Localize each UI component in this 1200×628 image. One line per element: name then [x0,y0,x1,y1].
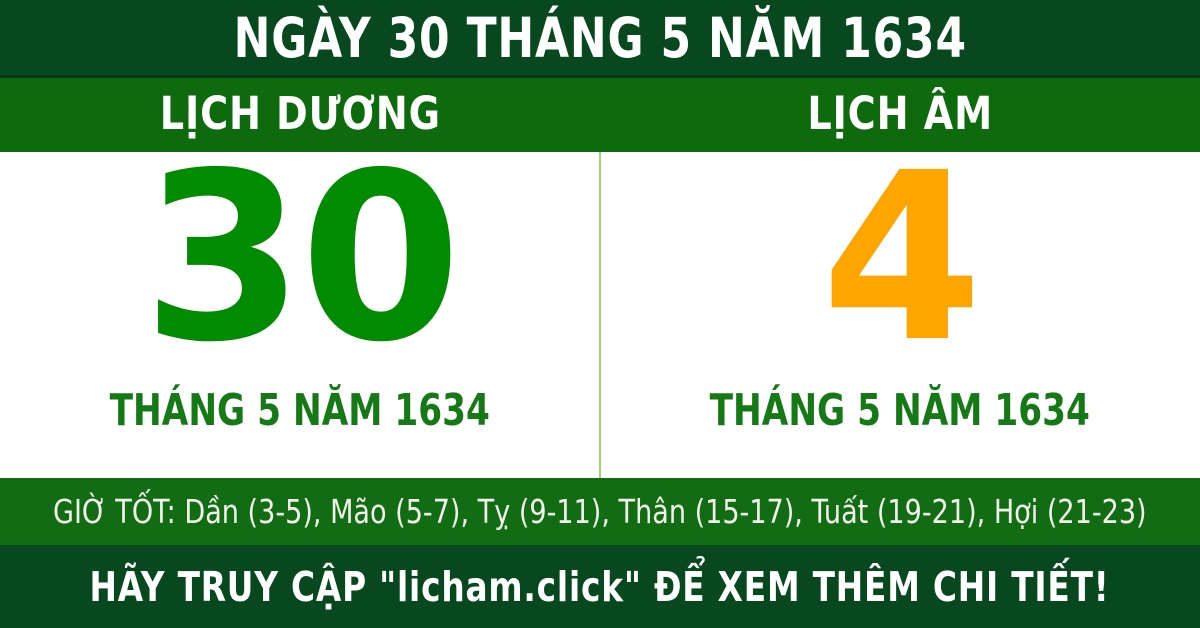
solar-header-label: LỊCH DƯƠNG [159,86,441,140]
date-title-bar: NGÀY 30 THÁNG 5 NĂM 1634 [0,0,1200,78]
date-title: NGÀY 30 THÁNG 5 NĂM 1634 [233,5,967,70]
lunar-day-number: 4 [821,123,982,393]
good-hours-bar: GIỜ TỐT: Dần (3-5), Mão (5-7), Tỵ (9-11)… [0,478,1200,545]
column-divider [599,152,601,478]
solar-header: LỊCH DƯƠNG [0,78,600,152]
lunar-header: LỊCH ÂM [600,78,1200,152]
solar-panel: 30 THÁNG 5 NĂM 1634 [0,140,600,478]
lunar-header-label: LỊCH ÂM [807,86,993,140]
solar-month-year: THÁNG 5 NĂM 1634 [109,384,491,436]
footer-text: HÃY TRUY CẬP "licham.click" ĐỂ XEM THÊM … [89,562,1111,611]
lunar-month-year: THÁNG 5 NĂM 1634 [709,384,1091,436]
footer-bar: HÃY TRUY CẬP "licham.click" ĐỂ XEM THÊM … [0,545,1200,628]
good-hours-text: GIỜ TỐT: Dần (3-5), Mão (5-7), Tỵ (9-11)… [53,492,1147,531]
calendar-body: 30 THÁNG 5 NĂM 1634 4 THÁNG 5 NĂM 1634 [0,140,1200,478]
solar-day-number: 30 [142,123,462,393]
lunar-panel: 4 THÁNG 5 NĂM 1634 [600,140,1200,478]
calendar-headers-bar: LỊCH DƯƠNG LỊCH ÂM [0,78,1200,152]
